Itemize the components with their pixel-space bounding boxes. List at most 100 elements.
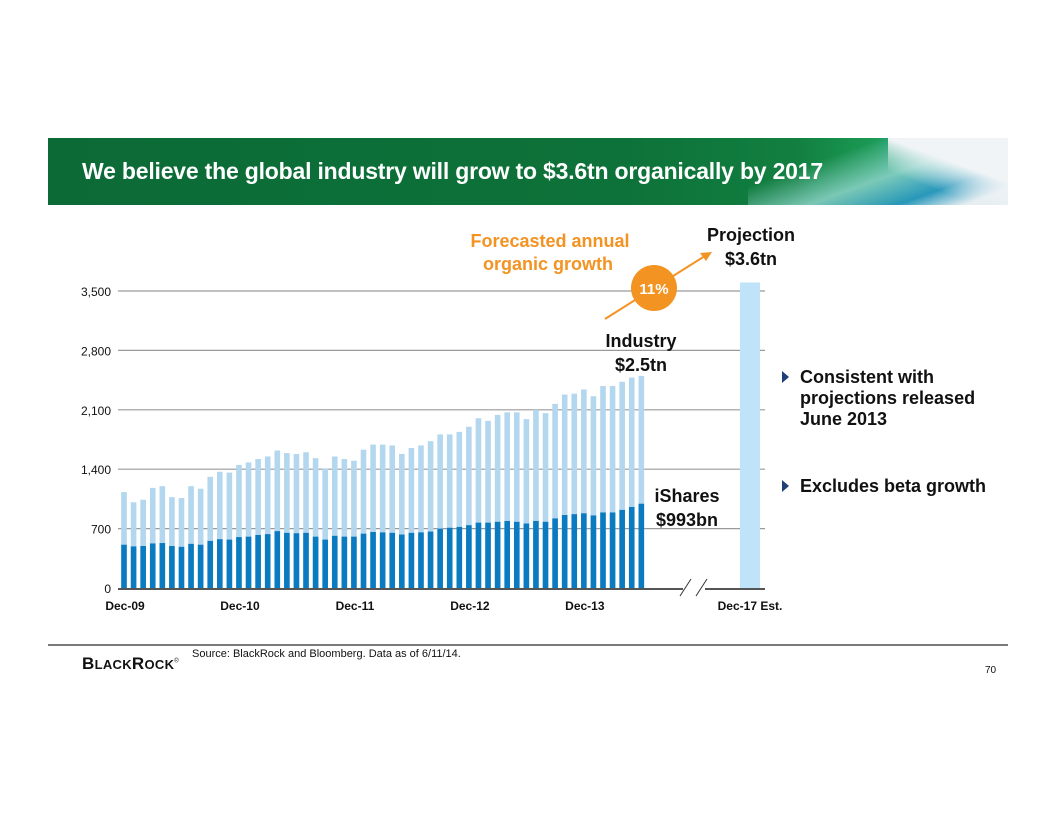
bar-ishares bbox=[188, 543, 194, 588]
banner-swoosh-light bbox=[888, 138, 1008, 205]
y-tick-label: 3,500 bbox=[81, 285, 111, 299]
bar-ishares bbox=[370, 531, 376, 588]
bullet-text: Consistent with projections released Jun… bbox=[800, 367, 976, 429]
bullet-item: Consistent with projections released Jun… bbox=[782, 367, 1012, 430]
bar-ishares bbox=[293, 533, 300, 588]
bar-industry bbox=[379, 444, 386, 588]
bullet-arrow-icon bbox=[782, 480, 789, 492]
bar-ishares bbox=[437, 528, 443, 588]
bar-industry bbox=[341, 459, 348, 588]
bar-industry bbox=[274, 450, 281, 588]
bar-ishares bbox=[513, 521, 520, 588]
bar-ishares bbox=[552, 518, 558, 588]
bullet-list: Consistent with projections released Jun… bbox=[782, 367, 1012, 543]
page-number: 70 bbox=[985, 665, 997, 676]
bar-ishares bbox=[446, 527, 453, 588]
growth-label-line1: Forecasted annual bbox=[470, 231, 629, 251]
bullet-item: Excludes beta growth bbox=[782, 476, 1012, 497]
bar-industry bbox=[188, 486, 194, 588]
axis-break-mark bbox=[695, 578, 708, 597]
y-tick-label: 0 bbox=[104, 582, 111, 596]
bar-industry bbox=[389, 445, 396, 588]
bar-ishares bbox=[485, 522, 491, 588]
bullet-text: Excludes beta growth bbox=[800, 476, 987, 496]
bar-ishares bbox=[360, 533, 367, 588]
bar-ishares bbox=[408, 532, 415, 588]
bar-industry bbox=[533, 409, 539, 588]
y-tick-label: 1,400 bbox=[81, 463, 111, 477]
slide-title: We believe the global industry will grow… bbox=[82, 158, 823, 184]
bar-industry bbox=[600, 386, 606, 588]
bar-industry bbox=[284, 453, 290, 588]
bar-ishares bbox=[140, 545, 146, 588]
x-tick-label-projection: Dec-17 Est. bbox=[718, 599, 783, 613]
bar-industry bbox=[427, 441, 434, 588]
bar-ishares bbox=[197, 544, 204, 588]
bar-industry bbox=[140, 499, 146, 588]
bar-industry bbox=[130, 502, 137, 588]
bar-industry bbox=[169, 497, 175, 588]
bullet-arrow-icon bbox=[782, 371, 789, 383]
projection-label-line2: $3.6tn bbox=[725, 249, 777, 269]
bar-ishares bbox=[590, 515, 597, 588]
bar-ishares bbox=[284, 532, 290, 588]
bar-ishares bbox=[178, 546, 185, 588]
bar-industry bbox=[446, 434, 453, 588]
bar-industry bbox=[245, 462, 252, 588]
bar-ishares bbox=[312, 536, 319, 588]
bar-ishares bbox=[600, 512, 606, 588]
growth-rate-circle bbox=[631, 265, 677, 311]
bar-ishares bbox=[571, 514, 578, 588]
bar-industry bbox=[149, 487, 156, 588]
projection: Dec-17 Est. bbox=[718, 282, 783, 613]
projection-label-line1: Projection bbox=[707, 225, 795, 245]
bar-ishares bbox=[523, 523, 530, 588]
bar-ishares bbox=[303, 532, 309, 588]
bar-ishares bbox=[504, 520, 510, 588]
bar-industry bbox=[312, 458, 319, 588]
bar-industry bbox=[494, 414, 501, 588]
bar-ishares bbox=[207, 540, 214, 588]
bar-industry bbox=[303, 452, 309, 588]
bar-industry bbox=[466, 426, 472, 588]
bar-ishares bbox=[226, 539, 233, 588]
bar-ishares bbox=[628, 506, 635, 588]
bar-industry bbox=[370, 444, 376, 588]
bar-industry bbox=[293, 453, 300, 588]
bar-ishares bbox=[427, 531, 434, 588]
bar-industry bbox=[485, 420, 491, 588]
bar-ishares bbox=[217, 539, 223, 588]
bar-ishares bbox=[389, 532, 396, 588]
bar-industry bbox=[513, 412, 520, 588]
bar-industry bbox=[523, 419, 530, 588]
bar-ishares bbox=[561, 515, 568, 588]
bar-ishares bbox=[609, 512, 616, 588]
bar-industry bbox=[217, 471, 223, 588]
y-axis-ticks: 0 700 1,400 2,100 2,800 3,500 bbox=[81, 285, 111, 596]
bar-industry bbox=[561, 394, 568, 588]
axis-break-mark bbox=[679, 578, 692, 597]
bar-industry bbox=[619, 381, 625, 588]
bar-industry bbox=[264, 456, 271, 588]
bar-ishares bbox=[149, 543, 156, 588]
bar-ishares bbox=[159, 543, 166, 588]
bar-industry bbox=[226, 472, 233, 588]
x-axis-ticks: Dec-09 Dec-10 Dec-11 Dec-12 Dec-13 bbox=[105, 599, 605, 613]
bar-ishares bbox=[264, 534, 271, 588]
bar-industry bbox=[628, 377, 635, 588]
bar-industry bbox=[638, 375, 645, 588]
bar-industry bbox=[437, 434, 443, 588]
x-tick-label: Dec-09 bbox=[105, 599, 145, 613]
footer-divider bbox=[48, 644, 1008, 646]
bar-industry bbox=[504, 412, 510, 588]
bar-ishares bbox=[236, 537, 242, 588]
x-tick-label: Dec-12 bbox=[450, 599, 490, 613]
bar-ishares bbox=[542, 521, 549, 588]
bar-ishares bbox=[274, 531, 281, 588]
bar-industry bbox=[552, 403, 558, 588]
bar-industry bbox=[475, 418, 482, 588]
bar-industry bbox=[121, 492, 127, 588]
bar-ishares bbox=[581, 513, 587, 588]
bar-industry bbox=[609, 386, 616, 588]
